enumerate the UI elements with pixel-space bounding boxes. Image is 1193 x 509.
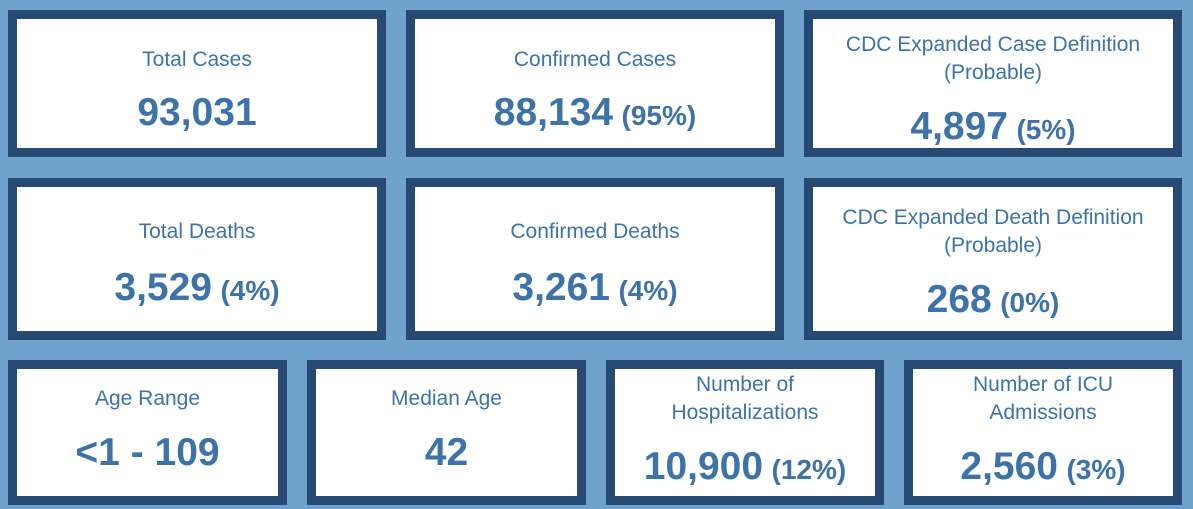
confirmed-cases-percent: (95%): [621, 100, 697, 131]
hospitalizations-percent: (12%): [771, 454, 847, 485]
total-cases-card: Total Cases 93,031: [8, 10, 386, 157]
median-age-label: Median Age: [391, 387, 502, 410]
confirmed-cases-value-line: 88,134 (95%): [415, 91, 775, 135]
total-deaths-value: 3,529: [114, 266, 213, 309]
total-deaths-percent: (4%): [220, 275, 280, 306]
probable-cases-value-line: 4,897 (5%): [813, 105, 1173, 149]
age-range-value-line: <1 - 109: [17, 431, 278, 475]
icu-admissions-value-line: 2,560 (3%): [913, 445, 1173, 489]
median-age-card: Median Age 42: [307, 360, 586, 505]
hospitalizations-value-line: 10,900 (12%): [615, 445, 875, 489]
confirmed-cases-card: Confirmed Cases 88,134 (95%): [406, 10, 784, 157]
probable-cases-value: 4,897: [910, 105, 1009, 148]
confirmed-deaths-card: Confirmed Deaths 3,261 (4%): [406, 178, 784, 340]
hospitalizations-card: Number of Hospitalizations 10,900 (12%): [606, 360, 884, 505]
hospitalizations-value: 10,900: [643, 445, 764, 488]
hospitalizations-label-line1: Number of: [695, 373, 795, 396]
icu-admissions-percent: (3%): [1066, 454, 1126, 485]
total-deaths-value-line: 3,529 (4%): [17, 266, 377, 310]
probable-cases-label-line2: (Probable): [943, 61, 1043, 84]
total-cases-value: 93,031: [137, 91, 257, 134]
total-cases-value-line: 93,031: [17, 91, 377, 135]
median-age-value: 42: [424, 431, 469, 474]
icu-admissions-value: 2,560: [960, 445, 1059, 488]
confirmed-cases-label: Confirmed Cases: [513, 48, 677, 71]
total-cases-label: Total Cases: [142, 48, 252, 71]
probable-deaths-value: 268: [926, 278, 992, 321]
icu-admissions-label-line1: Number of ICU: [972, 373, 1114, 396]
median-age-value-line: 42: [316, 431, 577, 475]
probable-cases-label-line1: CDC Expanded Case Definition: [845, 33, 1141, 56]
probable-deaths-label-line1: CDC Expanded Death Definition: [842, 206, 1144, 229]
age-range-label: Age Range: [94, 387, 201, 410]
confirmed-deaths-percent: (4%): [618, 275, 678, 306]
hospitalizations-label-line2: Hospitalizations: [671, 401, 819, 424]
age-range-card: Age Range <1 - 109: [8, 360, 287, 505]
probable-deaths-label-line2: (Probable): [943, 234, 1043, 257]
probable-deaths-percent: (0%): [1000, 287, 1060, 318]
confirmed-deaths-value: 3,261: [512, 266, 611, 309]
icu-admissions-label-line2: Admissions: [989, 401, 1097, 424]
confirmed-cases-value: 88,134: [493, 91, 614, 134]
probable-deaths-card: CDC Expanded Death Definition (Probable)…: [804, 178, 1182, 340]
total-deaths-card: Total Deaths 3,529 (4%): [8, 178, 386, 340]
probable-cases-card: CDC Expanded Case Definition (Probable) …: [804, 10, 1182, 157]
icu-admissions-card: Number of ICU Admissions 2,560 (3%): [904, 360, 1182, 505]
confirmed-deaths-value-line: 3,261 (4%): [415, 266, 775, 310]
probable-cases-percent: (5%): [1016, 114, 1076, 145]
probable-deaths-value-line: 268 (0%): [813, 278, 1173, 322]
age-range-value: <1 - 109: [75, 431, 220, 474]
total-deaths-label: Total Deaths: [138, 220, 256, 243]
confirmed-deaths-label: Confirmed Deaths: [510, 220, 680, 243]
